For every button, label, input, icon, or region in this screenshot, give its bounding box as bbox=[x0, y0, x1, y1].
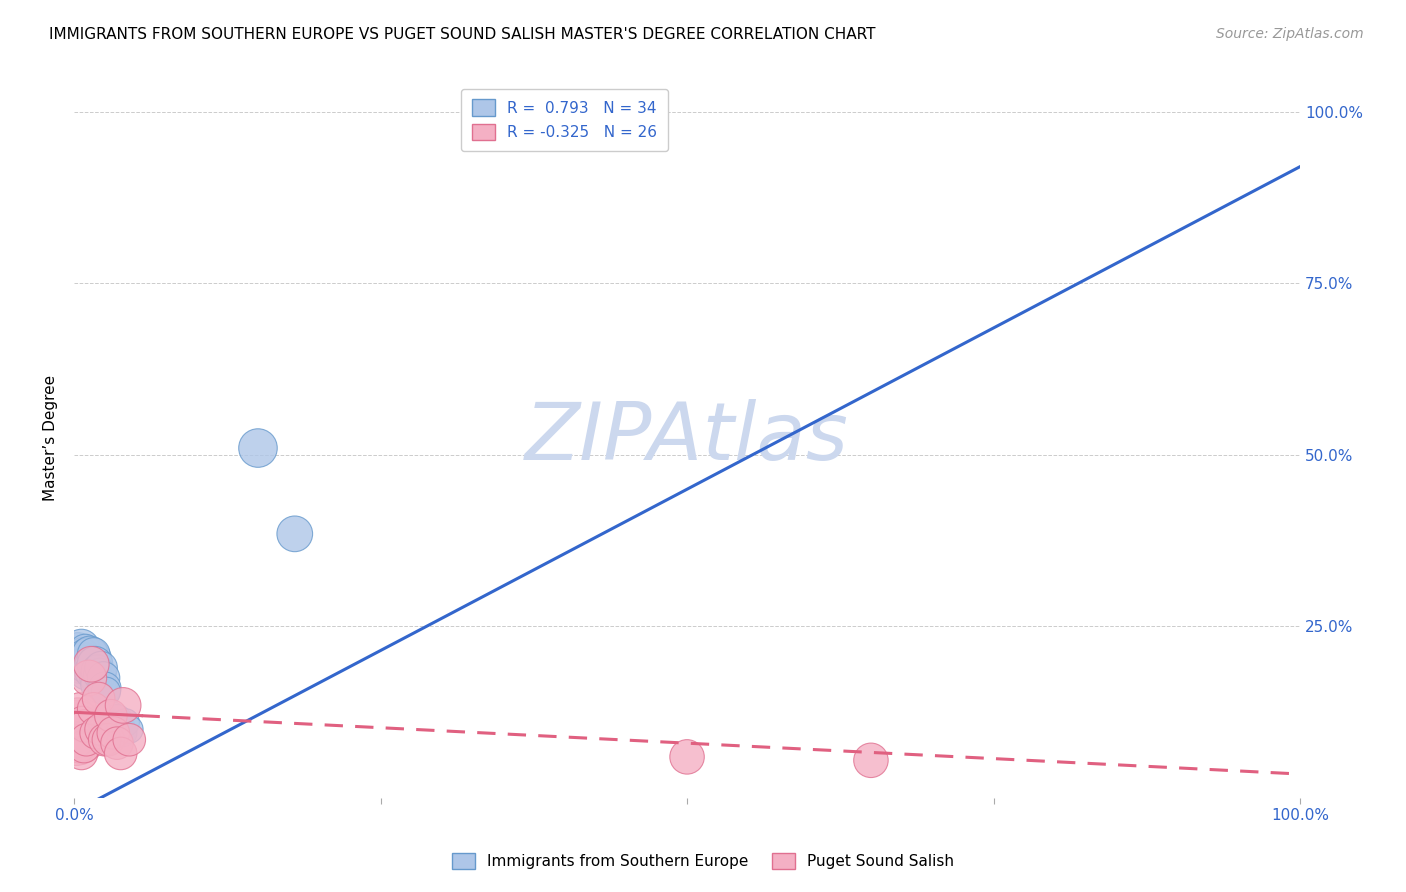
Legend: Immigrants from Southern Europe, Puget Sound Salish: Immigrants from Southern Europe, Puget S… bbox=[446, 847, 960, 875]
Point bbox=[93, 671, 115, 685]
Point bbox=[80, 657, 103, 672]
Point bbox=[105, 712, 128, 726]
Point bbox=[103, 726, 125, 740]
Point bbox=[103, 719, 125, 733]
Point bbox=[94, 684, 117, 698]
Point bbox=[110, 747, 132, 761]
Point bbox=[100, 708, 122, 723]
Point bbox=[87, 678, 110, 692]
Point bbox=[284, 526, 307, 541]
Point bbox=[118, 723, 141, 737]
Text: ZIPAtlas: ZIPAtlas bbox=[524, 399, 849, 476]
Point bbox=[110, 719, 132, 733]
Point bbox=[100, 708, 122, 723]
Y-axis label: Master’s Degree: Master’s Degree bbox=[44, 375, 58, 500]
Point bbox=[76, 664, 98, 678]
Point bbox=[80, 657, 103, 672]
Point bbox=[118, 732, 141, 747]
Point bbox=[66, 643, 89, 657]
Point bbox=[90, 661, 112, 675]
Point bbox=[93, 732, 115, 747]
Point bbox=[90, 723, 112, 737]
Point bbox=[77, 671, 100, 685]
Point bbox=[84, 671, 107, 685]
Point bbox=[66, 708, 89, 723]
Point bbox=[89, 667, 111, 681]
Point bbox=[65, 726, 87, 740]
Text: Source: ZipAtlas.com: Source: ZipAtlas.com bbox=[1216, 27, 1364, 41]
Point bbox=[105, 736, 128, 750]
Point bbox=[77, 654, 100, 668]
Point bbox=[83, 647, 105, 661]
Point bbox=[114, 715, 136, 730]
Text: IMMIGRANTS FROM SOUTHERN EUROPE VS PUGET SOUND SALISH MASTER'S DEGREE CORRELATIO: IMMIGRANTS FROM SOUTHERN EUROPE VS PUGET… bbox=[49, 27, 876, 42]
Point bbox=[246, 441, 269, 455]
Point bbox=[65, 732, 87, 747]
Point bbox=[112, 726, 135, 740]
Legend: R =  0.793   N = 34, R = -0.325   N = 26: R = 0.793 N = 34, R = -0.325 N = 26 bbox=[461, 88, 668, 151]
Point bbox=[84, 726, 107, 740]
Point bbox=[93, 681, 115, 696]
Point bbox=[91, 681, 114, 696]
Point bbox=[70, 640, 93, 654]
Point bbox=[86, 664, 108, 678]
Point bbox=[72, 715, 94, 730]
Point bbox=[97, 732, 120, 747]
Point bbox=[69, 657, 91, 672]
Point bbox=[67, 739, 90, 754]
Point bbox=[84, 657, 107, 672]
Point bbox=[75, 732, 97, 747]
Point bbox=[82, 664, 104, 678]
Point bbox=[75, 643, 97, 657]
Point bbox=[67, 650, 90, 665]
Point bbox=[87, 691, 110, 706]
Point bbox=[73, 654, 96, 668]
Point bbox=[97, 715, 120, 730]
Point bbox=[75, 719, 97, 733]
Point bbox=[69, 702, 91, 716]
Point bbox=[70, 747, 93, 761]
Point bbox=[83, 702, 105, 716]
Point bbox=[73, 739, 96, 754]
Point bbox=[75, 657, 97, 672]
Point bbox=[676, 750, 699, 764]
Point bbox=[72, 647, 94, 661]
Point bbox=[112, 698, 135, 713]
Point bbox=[79, 647, 101, 661]
Point bbox=[859, 753, 882, 767]
